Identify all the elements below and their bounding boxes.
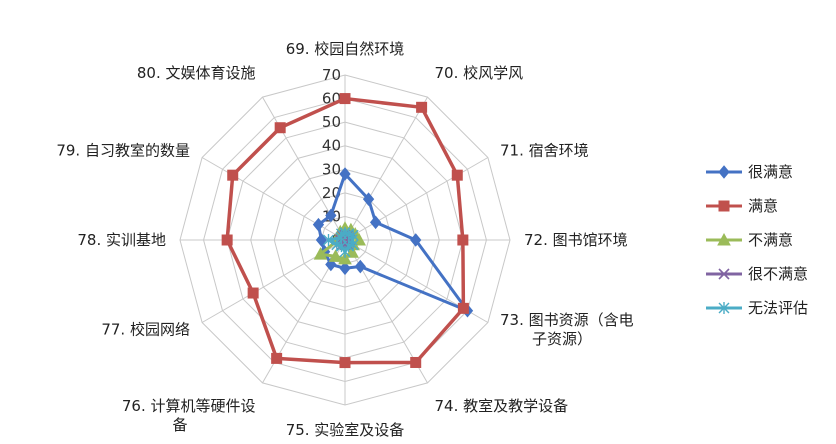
category-label: 74. 教室及教学设备 [435,397,569,415]
legend-marker [717,232,731,246]
data-point [457,302,469,314]
category-label: 71. 宿舍环境 [500,142,589,160]
legend-entry-0: 很满意 [706,163,793,181]
data-point [335,227,347,240]
legend-entry-2: 不满意 [706,231,793,249]
category-labels: 69. 校园自然环境 70. 校风学风 71. 宿舍环境 72. 图书馆环境 73. 图… [56,40,633,439]
data-point [369,215,382,230]
data-point [325,208,337,223]
legend-marker [718,268,730,280]
legend-label: 很不满意 [748,265,808,283]
tick-label: 70 [322,66,341,84]
data-point [339,261,351,276]
data-point [221,234,233,246]
legend-label: 不满意 [748,231,793,249]
category-label: 75. 实验室及设备 [286,421,405,439]
category-label: 78. 实训基地 [77,231,166,249]
legend-entry-1: 满意 [706,197,778,215]
data-point [339,93,351,105]
data-point [247,287,259,299]
data-point [227,169,239,181]
legend-marker [718,302,730,314]
data-point [416,101,428,113]
data-point [328,249,343,262]
series-1 [221,93,469,369]
data-point [312,217,325,232]
radial-tick-labels: 010203040506070 [322,66,341,249]
legend-marker [718,165,730,179]
category-label: 70. 校风学风 [435,64,524,82]
legend-label: 很满意 [748,163,793,181]
data-point [451,169,463,181]
data-point [315,233,328,247]
grid-spoke [344,96,428,241]
data-point [410,233,422,247]
category-label: 77. 校园网络 [101,321,190,339]
tick-label: 40 [322,137,341,155]
data-point [271,352,283,364]
tick-label: 30 [322,160,341,178]
data-point [362,192,375,206]
data-point [339,357,351,369]
data-point [331,238,343,251]
grid-spoke [344,157,489,241]
category-label: 80. 文娱体育设施 [137,64,256,82]
category-label: 76. 计算机等硬件设备 [122,397,256,434]
legend-marker [718,200,730,212]
data-point [323,234,334,246]
data-point [313,247,328,260]
data-point [339,167,351,181]
legend-label: 满意 [748,197,778,215]
legend-entry-3: 很不满意 [706,265,808,283]
category-label: 72. 图书馆环境 [524,231,628,249]
tick-label: 50 [322,113,341,131]
data-point [354,259,366,274]
legend-entry-4: 无法评估 [706,299,808,317]
series-layer [221,93,474,369]
category-label: 69. 校园自然环境 [286,40,405,58]
legend-label: 无法评估 [748,299,808,317]
series-4 [323,226,359,258]
category-label: 79. 自习教室的数量 [56,142,190,160]
data-point [410,356,422,368]
data-point [274,122,286,134]
series-0 [312,167,474,318]
data-point [457,234,469,246]
category-label: 73. 图书资源（含电子资源） [500,311,634,348]
